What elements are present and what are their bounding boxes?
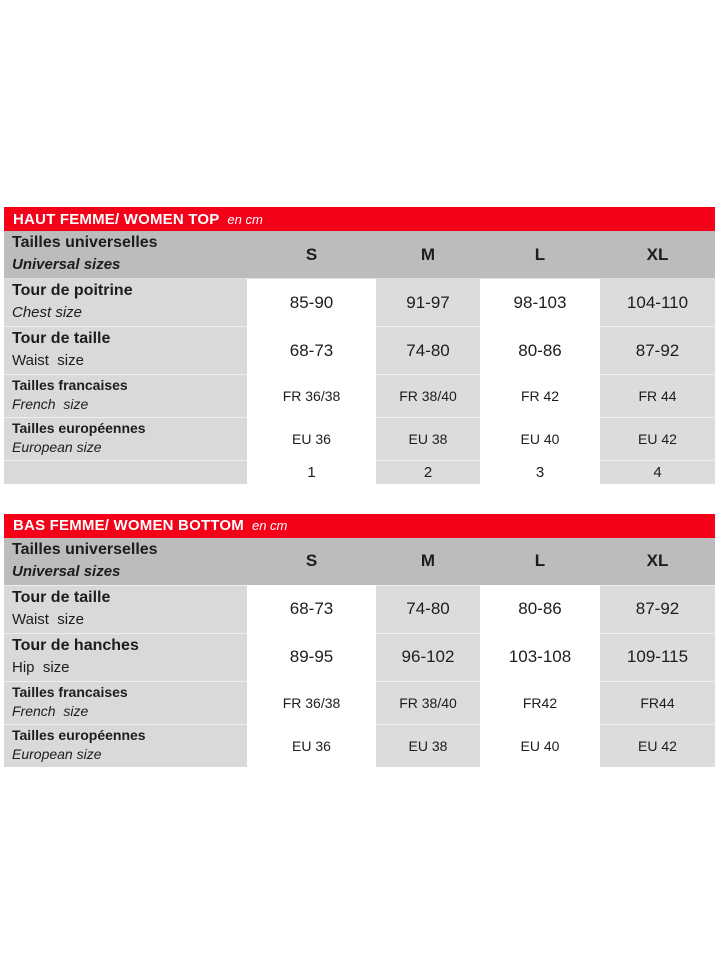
size-column-header: XL bbox=[600, 537, 715, 585]
size-header-label: Tailles universelles Universal sizes bbox=[4, 537, 247, 585]
row-label-en: European size bbox=[12, 439, 102, 455]
size-value: 85-90 bbox=[247, 278, 376, 327]
row-label-fr: Tailles universelles bbox=[12, 540, 158, 558]
table-title-bar: HAUT FEMME/ WOMEN TOP en cm bbox=[4, 207, 715, 231]
size-value: EU 40 bbox=[480, 417, 600, 461]
size-value: 3 bbox=[480, 460, 600, 484]
row-label-en: Waist size bbox=[12, 352, 84, 369]
size-value: EU 36 bbox=[247, 417, 376, 461]
row-label-en: Chest size bbox=[12, 304, 83, 321]
row-label-fr: Tour de poitrine bbox=[12, 282, 133, 299]
size-column-header: L bbox=[480, 231, 600, 279]
row-label-en: French size bbox=[12, 702, 89, 719]
size-value: 87-92 bbox=[600, 326, 715, 375]
size-value: 74-80 bbox=[376, 326, 480, 375]
table-title: HAUT FEMME/ WOMEN TOP bbox=[13, 210, 220, 228]
table-title-bar: BAS FEMME/ WOMEN BOTTOM en cm bbox=[4, 513, 715, 538]
size-column-header: M bbox=[376, 231, 480, 279]
size-value: FR 36/38 bbox=[247, 681, 376, 724]
row-label-en: French size bbox=[12, 396, 89, 412]
size-value: FR 36/38 bbox=[247, 374, 376, 418]
row-label-fr: Tailles francaises bbox=[12, 377, 128, 393]
table-unit: en cm bbox=[251, 518, 288, 533]
row-label-en: Universal sizes bbox=[12, 256, 121, 273]
size-value: 2 bbox=[376, 460, 480, 484]
size-value: FR 44 bbox=[600, 374, 715, 418]
size-value: 103-108 bbox=[480, 633, 600, 681]
row-label-fr: Tailles européennes bbox=[12, 726, 146, 743]
table-row: 1 2 3 4 bbox=[4, 460, 715, 484]
row-label: Tailles européennes European size bbox=[4, 724, 247, 767]
table-row: Tour de taille Waist size 68-73 74-80 80… bbox=[4, 326, 715, 375]
size-value: 1 bbox=[247, 460, 376, 484]
row-label-fr: Tour de hanches bbox=[12, 636, 139, 654]
size-value: 68-73 bbox=[247, 326, 376, 375]
table-row: Tailles francaises French size FR 36/38 … bbox=[4, 681, 715, 724]
row-label: Tour de taille Waist size bbox=[4, 585, 247, 633]
size-value: EU 38 bbox=[376, 724, 480, 767]
women-bottom-size-table: BAS FEMME/ WOMEN BOTTOM en cm Tailles un… bbox=[4, 513, 715, 767]
row-label bbox=[4, 460, 247, 484]
row-label-fr: Tour de taille bbox=[12, 588, 111, 606]
row-label-en: Universal sizes bbox=[12, 562, 121, 580]
table-row: Tailles européennes European size EU 36 … bbox=[4, 724, 715, 767]
size-value: 4 bbox=[600, 460, 715, 484]
size-column-header: XL bbox=[600, 231, 715, 279]
section-gap bbox=[4, 484, 715, 514]
row-label-fr: Tailles universelles bbox=[12, 234, 158, 251]
size-table: Tailles universelles Universal sizes S M… bbox=[4, 537, 715, 767]
row-label-fr: Tailles francaises bbox=[12, 683, 128, 700]
size-value: 89-95 bbox=[247, 633, 376, 681]
size-value: EU 40 bbox=[480, 724, 600, 767]
size-value: EU 42 bbox=[600, 417, 715, 461]
size-value: FR 38/40 bbox=[376, 681, 480, 724]
size-column-header: S bbox=[247, 537, 376, 585]
size-table: Tailles universelles Universal sizes S M… bbox=[4, 231, 715, 484]
size-value: FR 38/40 bbox=[376, 374, 480, 418]
size-column-header: L bbox=[480, 537, 600, 585]
size-column-header: S bbox=[247, 231, 376, 279]
women-top-size-table: HAUT FEMME/ WOMEN TOP en cm Tailles univ… bbox=[4, 207, 715, 484]
table-unit: en cm bbox=[227, 211, 263, 227]
row-label-en: European size bbox=[12, 745, 102, 762]
row-label: Tailles européennes European size bbox=[4, 417, 247, 461]
table-row: Tailles francaises French size FR 36/38 … bbox=[4, 374, 715, 418]
size-chart-content: HAUT FEMME/ WOMEN TOP en cm Tailles univ… bbox=[4, 207, 715, 767]
table-row: Tour de taille Waist size 68-73 74-80 80… bbox=[4, 585, 715, 633]
size-value: 98-103 bbox=[480, 278, 600, 327]
row-label-fr: Tailles européennes bbox=[12, 420, 146, 436]
size-value: EU 42 bbox=[600, 724, 715, 767]
table-row: Tour de poitrine Chest size 85-90 91-97 … bbox=[4, 278, 715, 327]
row-label: Tailles francaises French size bbox=[4, 374, 247, 418]
size-value: 87-92 bbox=[600, 585, 715, 633]
size-value: 68-73 bbox=[247, 585, 376, 633]
size-column-header: M bbox=[376, 537, 480, 585]
size-value: 91-97 bbox=[376, 278, 480, 327]
row-label: Tour de taille Waist size bbox=[4, 326, 247, 375]
table-row: Tour de hanches Hip size 89-95 96-102 10… bbox=[4, 633, 715, 681]
row-label-fr: Tour de taille bbox=[12, 330, 111, 347]
row-label: Tour de poitrine Chest size bbox=[4, 278, 247, 327]
row-label: Tailles francaises French size bbox=[4, 681, 247, 724]
size-value: 80-86 bbox=[480, 585, 600, 633]
size-header-row: Tailles universelles Universal sizes S M… bbox=[4, 231, 715, 279]
size-value: FR 42 bbox=[480, 374, 600, 418]
size-value: 104-110 bbox=[600, 278, 715, 327]
size-value: EU 36 bbox=[247, 724, 376, 767]
table-title: BAS FEMME/ WOMEN BOTTOM bbox=[13, 517, 244, 534]
size-value: 74-80 bbox=[376, 585, 480, 633]
size-value: 109-115 bbox=[600, 633, 715, 681]
size-header-label: Tailles universelles Universal sizes bbox=[4, 231, 247, 279]
row-label: Tour de hanches Hip size bbox=[4, 633, 247, 681]
size-value: EU 38 bbox=[376, 417, 480, 461]
size-value: FR44 bbox=[600, 681, 715, 724]
size-value: 80-86 bbox=[480, 326, 600, 375]
row-label-en: Waist size bbox=[12, 610, 84, 628]
table-row: Tailles européennes European size EU 36 … bbox=[4, 417, 715, 461]
size-header-row: Tailles universelles Universal sizes S M… bbox=[4, 537, 715, 585]
row-label-en: Hip size bbox=[12, 658, 70, 676]
size-value: 96-102 bbox=[376, 633, 480, 681]
size-value: FR42 bbox=[480, 681, 600, 724]
